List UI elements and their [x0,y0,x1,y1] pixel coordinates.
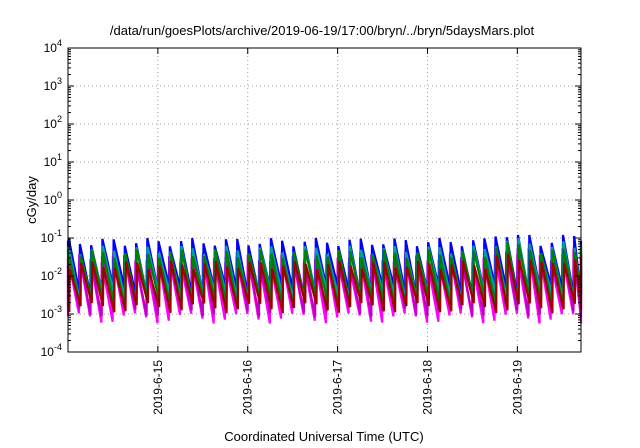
y-tick-label: 10-1 [41,228,62,245]
y-axis-label: cGy/day [24,176,39,224]
series-group [66,234,583,324]
y-tick-label: 100 [44,190,62,207]
x-tick-label: 2019-6-17 [331,360,345,415]
x-tick-label: 2019-6-16 [241,360,255,415]
x-tick-label: 2019-6-19 [510,360,524,415]
y-tick-label: 101 [44,152,62,169]
y-tick-label: 102 [44,114,62,131]
ticks: 10-4 10-3 10-2 10-1 100 101 102 103 104 2019-6-15… [41,38,581,415]
y-tick-label: 10-4 [41,342,62,359]
series-line-5 [66,253,583,314]
x-axis-label: Coordinated Universal Time (UTC) [224,429,423,444]
y-tick-label: 10-3 [41,304,62,321]
chart-title: /data/run/goesPlots/archive/2019-06-19/1… [110,23,535,38]
x-tick-label: 2019-6-18 [420,360,434,415]
x-tick-label: 2019-6-15 [151,360,165,415]
y-tick-label: 10-2 [41,266,62,283]
y-tick-label: 104 [44,38,62,55]
y-tick-label: 103 [44,76,62,93]
